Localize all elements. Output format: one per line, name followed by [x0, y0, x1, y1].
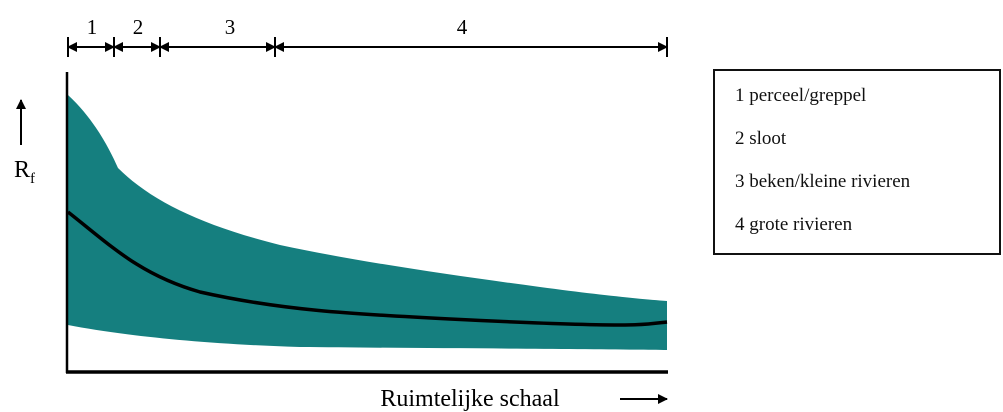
- legend: 1 perceel/greppel 2 sloot 3 beken/kleine…: [713, 69, 1001, 255]
- y-axis-subscript: f: [30, 171, 35, 187]
- y-axis-label: Rf: [14, 157, 35, 187]
- legend-item-1: 1 perceel/greppel: [735, 85, 867, 106]
- uncertainty-band: [68, 95, 667, 350]
- segment-4-label: 4: [457, 15, 468, 39]
- legend-item-2: 2 sloot: [735, 128, 787, 149]
- segment-3-label: 3: [225, 15, 236, 39]
- mean-curve: [66, 210, 668, 327]
- segment-1-label: 1: [87, 15, 98, 39]
- scale-segments: 1 2 3 4: [67, 15, 668, 57]
- x-axis-label: Ruimtelijke schaal: [380, 386, 560, 412]
- segment-2-label: 2: [133, 15, 144, 39]
- legend-item-3: 3 beken/kleine rivieren: [735, 171, 911, 192]
- legend-item-4: 4 grote rivieren: [735, 214, 853, 235]
